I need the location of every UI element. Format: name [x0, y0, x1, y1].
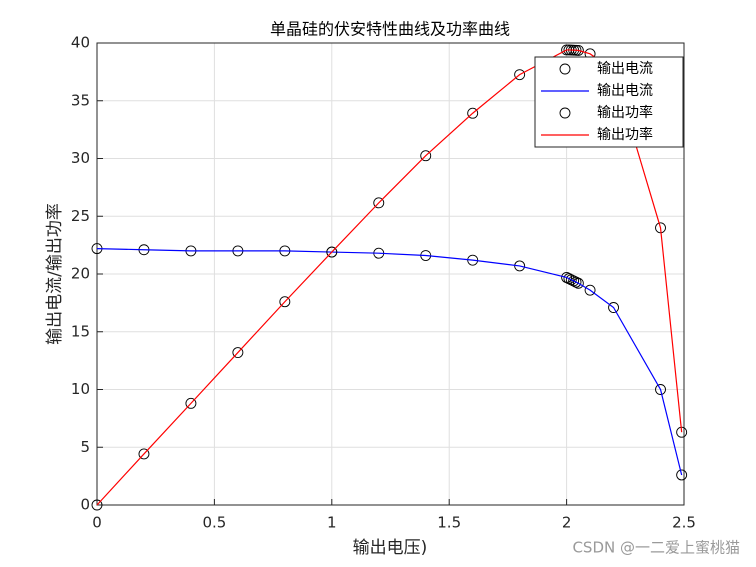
data-marker	[326, 246, 338, 258]
legend-label: 输出电流	[597, 83, 653, 99]
data-marker	[279, 296, 291, 308]
legend-box	[534, 56, 684, 148]
y-tick-label: 30	[71, 149, 90, 167]
x-tick-label: 1.5	[437, 514, 461, 532]
x-tick-label: 0.5	[202, 514, 226, 532]
legend-label: 输出功率	[597, 104, 653, 121]
y-tick-label: 0	[80, 496, 90, 514]
data-marker	[676, 469, 688, 481]
data-marker	[420, 150, 432, 162]
data-marker	[572, 277, 584, 289]
y-axis-label: 输出电流/输出功率	[45, 203, 65, 345]
data-marker	[185, 397, 197, 409]
x-tick-label: 2.5	[672, 514, 696, 532]
y-tick-label: 25	[71, 207, 90, 225]
data-marker	[232, 347, 244, 358]
data-marker	[514, 69, 526, 81]
y-tick-label: 5	[80, 438, 90, 456]
y-tick-label: 40	[71, 34, 90, 52]
y-tick-label: 35	[71, 91, 90, 109]
legend-swatch	[559, 107, 571, 119]
data-marker	[91, 499, 103, 511]
axes-box	[96, 42, 685, 506]
y-tick-label: 10	[71, 380, 90, 398]
legend-label: 输出功率	[597, 126, 653, 143]
x-tick-label: 0	[92, 514, 102, 532]
data-marker	[514, 260, 526, 272]
data-marker	[608, 302, 620, 313]
x-tick-label: 1	[327, 514, 337, 532]
data-marker	[138, 448, 150, 460]
y-tick-label: 15	[71, 322, 90, 340]
data-marker	[584, 284, 596, 296]
watermark: CSDN @一二爱上蜜桃猫	[572, 539, 740, 557]
y-tick-label: 20	[71, 265, 90, 283]
series-line	[96, 247, 683, 476]
x-tick-label: 2	[562, 514, 572, 532]
data-marker	[467, 107, 479, 119]
legend-swatch	[559, 63, 571, 75]
legend-label: 输出电流	[597, 61, 653, 77]
chart-title: 单晶硅的伏安特性曲线及功率曲线	[270, 20, 510, 39]
data-marker	[655, 384, 666, 395]
data-marker	[373, 197, 385, 209]
data-marker	[570, 276, 582, 288]
x-axis-label: 输出电压)	[353, 538, 428, 558]
